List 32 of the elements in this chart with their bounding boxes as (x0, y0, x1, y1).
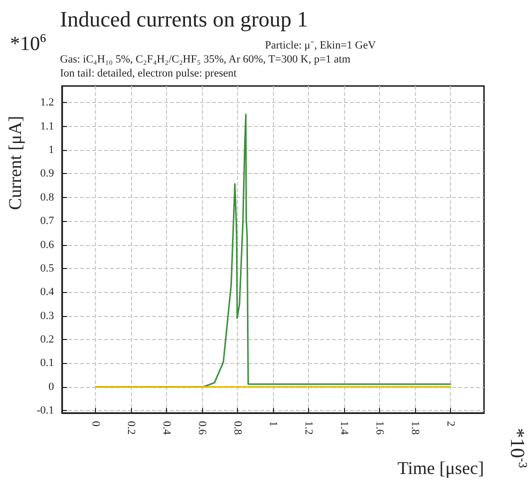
x-tick-label: 2 (444, 421, 456, 426)
y-tick-label: 1.1 (40, 120, 54, 132)
x-tick-label: 0.4 (160, 421, 173, 436)
text: Gas: iC₄H₁₀ 5%, C₂F₄H₂/C₂HF₅ 35%, Ar 60%, T=300 K, p=1 atm (60, 54, 351, 66)
y-tick-label: 0.7 (40, 215, 54, 228)
y-tick-label: 0 (48, 380, 54, 393)
y-tick-label: 0.6 (40, 238, 54, 251)
x-tick-label: 0.6 (196, 421, 208, 436)
y-tick-label: 0.5 (40, 262, 54, 274)
y-tick-label: 0.3 (40, 310, 54, 322)
y-tick-label: 0.4 (40, 286, 54, 298)
x-axis-title: Time [μsec] (398, 458, 484, 478)
text: *10-3 (506, 428, 530, 468)
x-tick-label: 1.2 (302, 421, 314, 435)
y-tick-label: 1 (48, 144, 54, 156)
x-tick-label: 1.6 (373, 421, 386, 436)
x-tick-label: 1 (267, 421, 279, 426)
y-tick-label: 0.1 (40, 357, 54, 370)
y-tick-label: 1.2 (40, 96, 54, 109)
y-tick-label: 0.8 (40, 191, 54, 204)
text: Ion tail: detailed, electron pulse: present (60, 68, 237, 80)
x-tick-label: 1.4 (338, 421, 350, 436)
y-axis-title: Current [μA] (5, 116, 25, 210)
y-tick-label: -0.1 (36, 404, 54, 417)
chart-title: Induced currents on group 1 (60, 6, 308, 32)
x-tick-label: 0.2 (125, 421, 138, 435)
x-tick-label: 1.8 (408, 421, 421, 436)
x-tick-label: 0 (90, 421, 102, 427)
x-tick-label: 0.8 (232, 421, 244, 436)
y-tick-label: 0.2 (40, 334, 54, 346)
y-tick-label: 0.9 (40, 168, 54, 180)
chart-subtitle: Particle: μ⁻, Ekin=1 GeV (265, 40, 376, 52)
